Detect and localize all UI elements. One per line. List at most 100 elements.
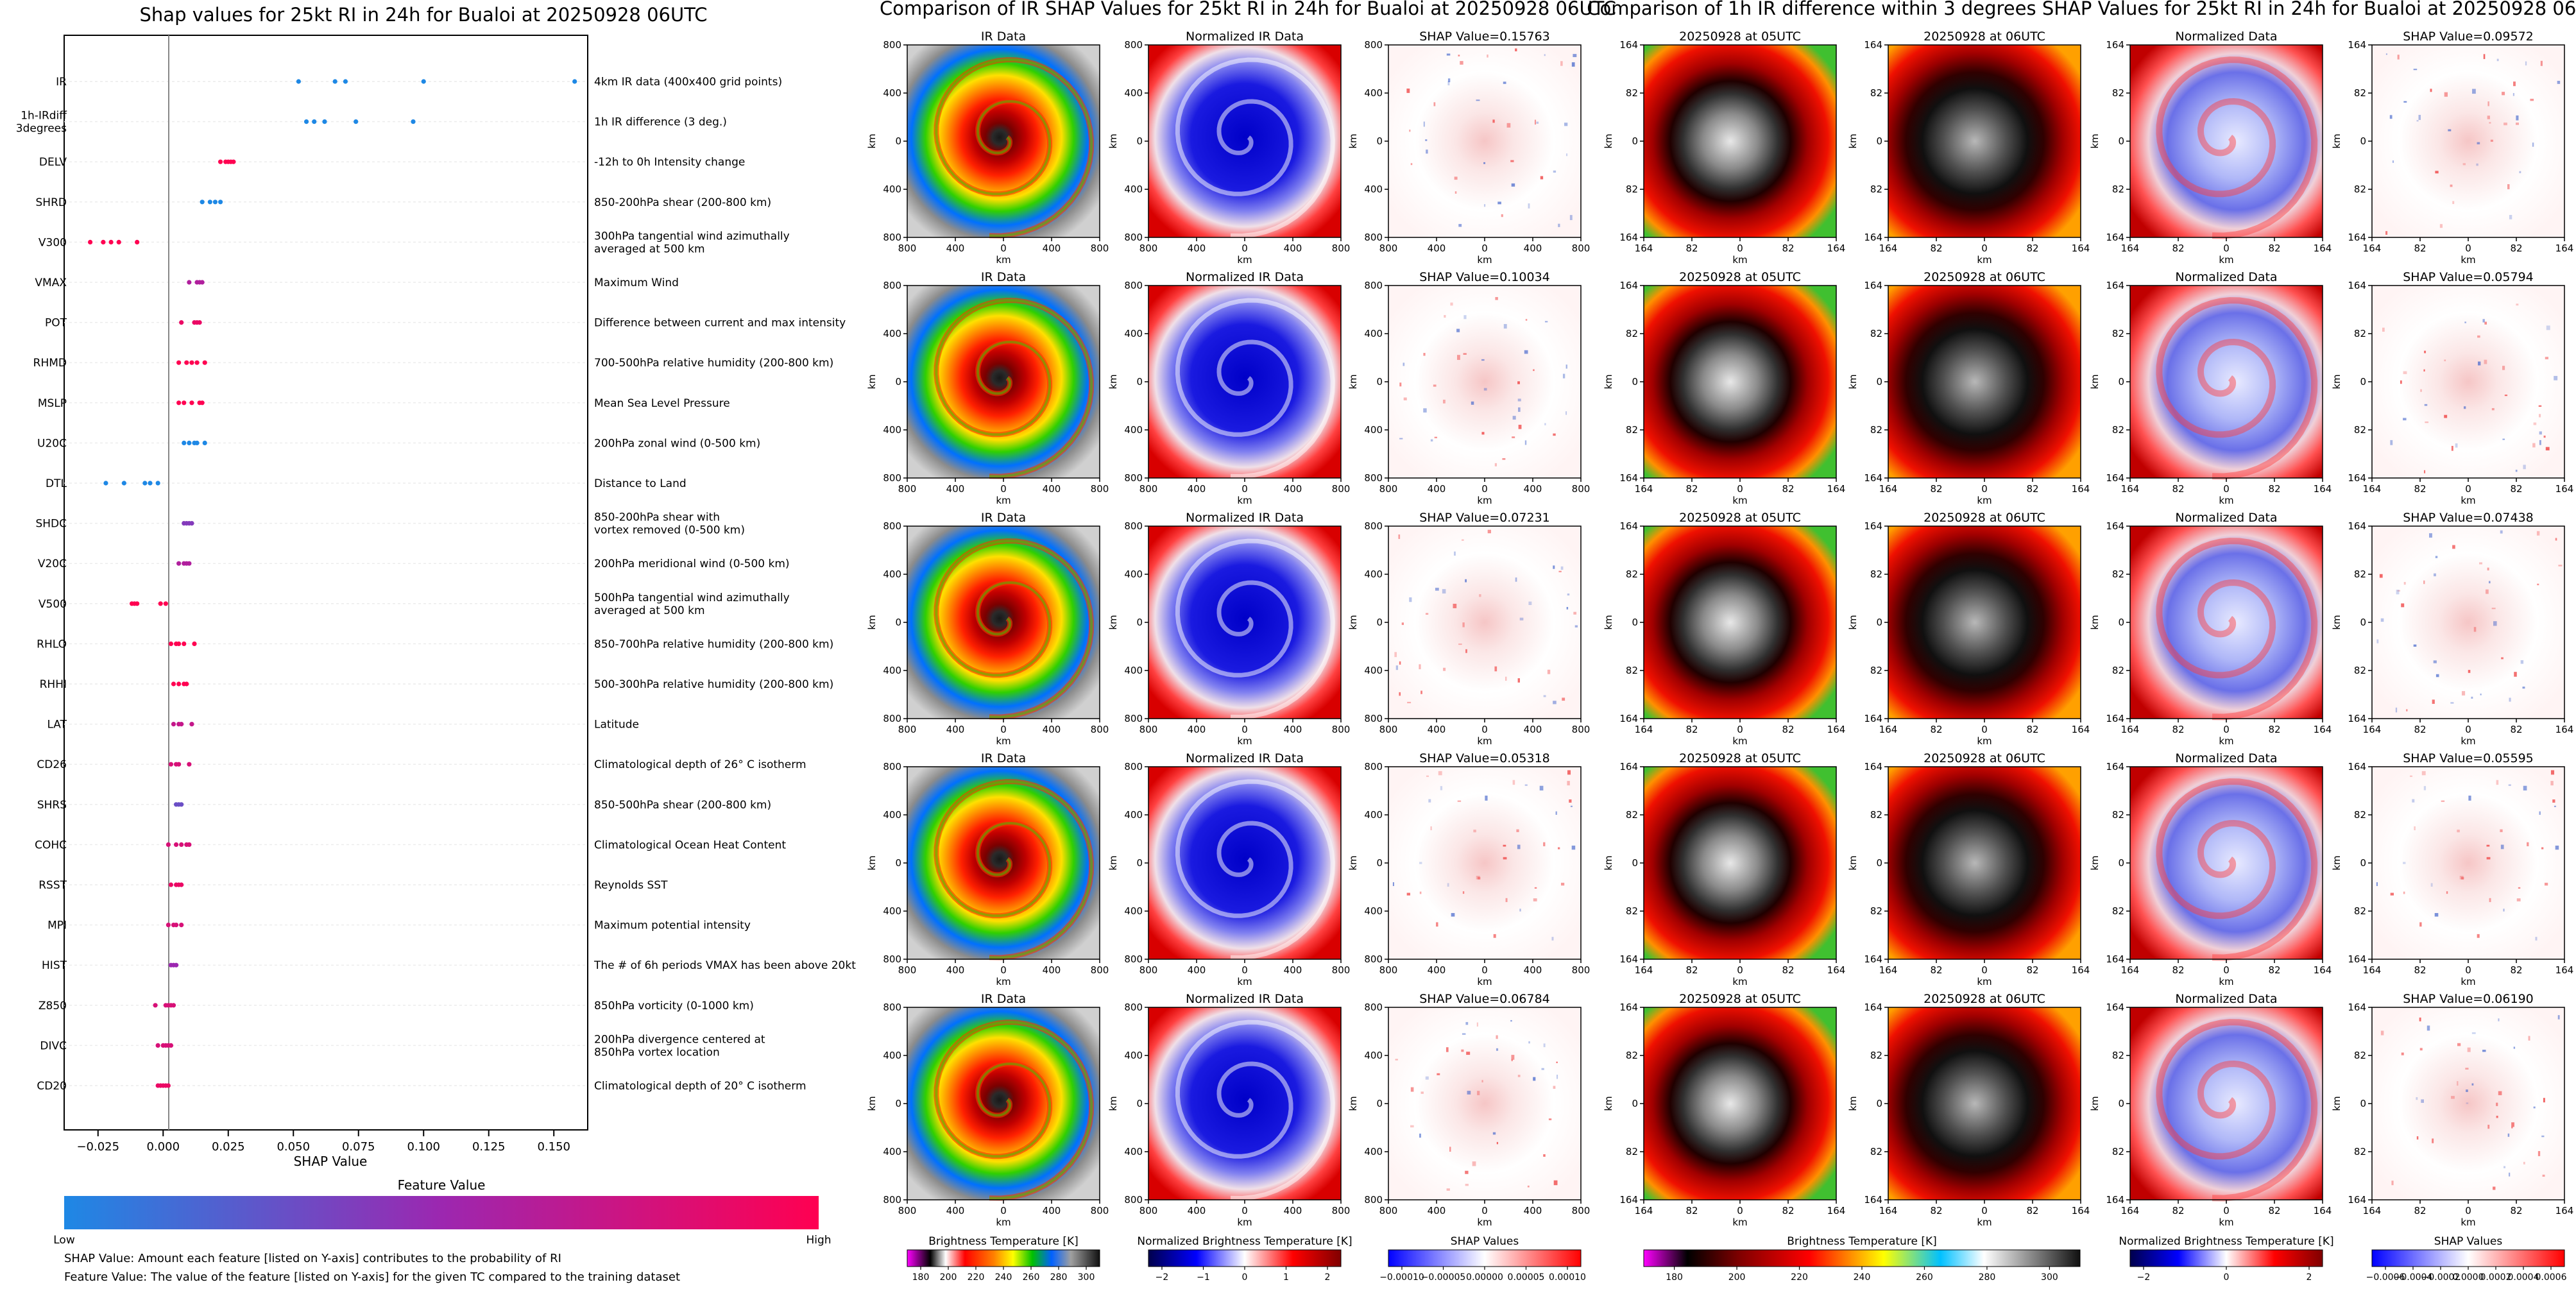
x-tick-label: 164	[1827, 964, 1846, 976]
colorbar: Normalized Brightness Temperature [K] −2 −…	[1137, 1235, 1352, 1283]
y-tick-label: 82	[2354, 1146, 2366, 1157]
shap-speckle	[2401, 603, 2405, 608]
panel-title: SHAP Value=0.09572	[2403, 30, 2534, 44]
panel-image	[1644, 286, 1836, 478]
y-tick-label: 164	[1864, 1002, 1882, 1013]
y-tick-label: 800	[1364, 953, 1383, 965]
spiral-band	[1175, 57, 1335, 239]
feature-name: RHLO	[37, 638, 67, 651]
feature-name: MSLP	[38, 397, 67, 410]
shap-point	[189, 400, 194, 405]
x-tick-label: 800	[1139, 1205, 1158, 1216]
y-axis-label: km	[866, 1096, 878, 1111]
feature-name: V500	[38, 598, 67, 611]
x-tick-label: 0	[1241, 483, 1248, 495]
shap-speckle	[2452, 545, 2455, 549]
shap-speckle	[1423, 353, 1426, 356]
y-tick-label: 400	[883, 328, 901, 339]
shap-speckle	[2397, 590, 2401, 592]
colorbar-tick-label: −0.00010	[1379, 1272, 1424, 1283]
shap-speckle	[1483, 388, 1487, 391]
shap-point	[202, 440, 207, 446]
x-axis-label: km	[1977, 254, 1992, 266]
x-tick-label: 82	[1782, 243, 1794, 254]
feature-name: DTL	[46, 477, 67, 490]
irdiff-panel: SHAP Value=0.061901641648282008282164164…	[2331, 992, 2573, 1228]
y-tick-label: 164	[1864, 232, 1882, 243]
irdiff-panel: SHAP Value=0.074381641648282008282164164…	[2331, 511, 2573, 747]
y-tick-label: 0	[1876, 1098, 1882, 1109]
feature-row: DIVC 200hPa divergence centered at850hPa …	[40, 1033, 765, 1059]
shap-speckle	[2419, 1048, 2423, 1051]
y-tick-label: 82	[1870, 1050, 1882, 1061]
y-tick-label: 400	[883, 87, 901, 99]
shap-point	[168, 1043, 174, 1048]
y-tick-label: 400	[883, 424, 901, 436]
ir-panel: SHAP Value=0.067848008004004000040040080…	[1347, 992, 1590, 1228]
feature-description: 700-500hPa relative humidity (200-800 km…	[594, 357, 833, 370]
shap-point	[87, 239, 93, 244]
shap-speckle	[1410, 163, 1413, 166]
shap-speckle	[1458, 643, 1462, 645]
panel-title: Normalized Data	[2175, 751, 2277, 765]
colorbar-tick-label: −0.0006	[2366, 1272, 2405, 1283]
y-tick-label: 0	[2118, 376, 2124, 388]
shap-point	[176, 641, 182, 647]
y-tick-label: 0	[1136, 1098, 1143, 1109]
shap-point	[322, 119, 327, 124]
y-tick-label: 164	[2106, 472, 2124, 484]
y-tick-label: 82	[2354, 905, 2366, 917]
shap-speckle	[1436, 922, 1438, 927]
x-tick-label: 400	[1284, 964, 1302, 976]
colorbar-tick-label: 240	[995, 1272, 1012, 1283]
x-tick-label: 0	[2223, 483, 2230, 495]
shap-speckle	[2484, 359, 2487, 364]
panel-title: SHAP Value=0.05794	[2403, 270, 2534, 284]
shap-speckle	[1519, 617, 1524, 620]
shap-speckle	[2461, 876, 2464, 880]
spiral-band	[1175, 779, 1335, 960]
y-axis-label: km	[2331, 374, 2342, 389]
x-axis-label: km	[2461, 976, 2475, 987]
y-tick-label: 0	[1136, 857, 1143, 869]
shap-speckle	[2448, 129, 2452, 132]
shap-speckle	[1425, 139, 1428, 141]
shap-speckle	[2491, 608, 2496, 610]
ir-panel: Normalized IR Data8008004004000040040080…	[1107, 751, 1350, 987]
panel-title: 20250928 at 05UTC	[1679, 30, 1801, 44]
feature-description: vortex removed (0-500 km)	[594, 524, 745, 537]
feature-description: 200hPa zonal wind (0-500 km)	[594, 437, 760, 450]
panel-image	[1388, 1007, 1581, 1200]
y-tick-label: 164	[2348, 1194, 2366, 1206]
panel-image	[1888, 526, 2081, 719]
y-tick-label: 164	[1619, 761, 1638, 773]
x-tick-label: 0	[1481, 964, 1488, 976]
shap-speckle	[1512, 416, 1516, 420]
shap-speckle	[2380, 618, 2384, 622]
shap-speckle	[1565, 364, 1567, 369]
x-tick-label: 0	[1981, 483, 1988, 495]
shap-speckle	[1496, 1048, 1499, 1051]
x-axis-label: km	[1477, 976, 1492, 987]
shap-speckle	[1553, 170, 1557, 173]
shap-speckle	[1410, 1125, 1414, 1128]
x-tick-label: 82	[1685, 483, 1698, 495]
shap-speckle	[2439, 224, 2443, 228]
y-tick-label: 0	[895, 376, 901, 388]
shap-point	[179, 320, 184, 325]
x-tick-label: 0	[1241, 964, 1248, 976]
x-tick-label: 82	[1685, 1205, 1698, 1216]
x-axis-label: km	[2461, 495, 2475, 506]
feature-name: CD26	[37, 758, 67, 771]
shap-speckle	[1560, 882, 1565, 886]
feature-row: POT Difference between current and max in…	[45, 317, 846, 330]
x-tick-label: 0	[1737, 1205, 1743, 1216]
x-tick-label: 400	[1043, 243, 1061, 254]
shap-speckle	[2403, 418, 2407, 421]
y-tick-label: 82	[2354, 424, 2366, 436]
feature-name: RHMD	[33, 357, 67, 370]
y-tick-label: 82	[1626, 568, 1638, 580]
shap-speckle	[2514, 672, 2517, 677]
colorbar-tick-label: 280	[1979, 1272, 1996, 1283]
shap-speckle	[1462, 891, 1465, 894]
